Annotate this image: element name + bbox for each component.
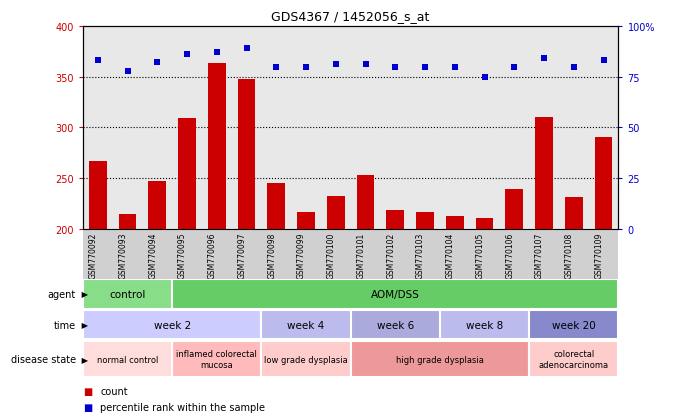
Text: control: control: [109, 289, 146, 299]
Bar: [83, 310, 261, 339]
Text: GSM770101: GSM770101: [357, 232, 366, 278]
Text: ▶: ▶: [79, 320, 88, 329]
Text: GSM770099: GSM770099: [297, 232, 306, 278]
Bar: [416, 212, 434, 413]
Bar: [267, 184, 285, 413]
Bar: [297, 212, 315, 413]
Point: [538, 56, 549, 62]
Text: time: time: [54, 320, 76, 330]
Text: ■: ■: [83, 386, 92, 396]
Text: week 20: week 20: [552, 320, 596, 330]
Text: GSM770093: GSM770093: [119, 232, 128, 278]
Point: [122, 68, 133, 75]
Text: GSM770107: GSM770107: [535, 232, 544, 278]
Text: colorectal
adenocarcinoma: colorectal adenocarcinoma: [539, 349, 609, 369]
Bar: [475, 218, 493, 413]
Text: week 2: week 2: [153, 320, 191, 330]
Bar: [595, 137, 612, 413]
Point: [568, 64, 579, 71]
Point: [330, 62, 341, 69]
Bar: [350, 310, 440, 339]
Point: [152, 60, 163, 66]
Text: GDS4367 / 1452056_s_at: GDS4367 / 1452056_s_at: [272, 10, 430, 23]
Text: disease state: disease state: [11, 354, 76, 364]
Point: [182, 52, 193, 59]
Text: ▶: ▶: [79, 290, 88, 299]
Point: [241, 46, 252, 52]
Point: [271, 64, 282, 71]
Text: GSM770105: GSM770105: [475, 232, 484, 278]
Bar: [178, 119, 196, 413]
Bar: [149, 182, 167, 413]
Text: GSM770098: GSM770098: [267, 232, 276, 278]
Text: GSM770094: GSM770094: [149, 232, 158, 278]
Text: agent: agent: [48, 289, 76, 299]
Point: [449, 64, 460, 71]
Bar: [172, 280, 618, 309]
Text: week 8: week 8: [466, 320, 503, 330]
Point: [301, 64, 312, 71]
Text: GSM770097: GSM770097: [238, 232, 247, 278]
Text: GSM770108: GSM770108: [565, 232, 574, 278]
Text: low grade dysplasia: low grade dysplasia: [264, 355, 348, 364]
Point: [509, 64, 520, 71]
Bar: [565, 198, 583, 413]
Text: count: count: [100, 386, 128, 396]
Bar: [89, 161, 106, 413]
Point: [390, 64, 401, 71]
Text: high grade dysplasia: high grade dysplasia: [396, 355, 484, 364]
Bar: [83, 341, 172, 377]
Text: week 4: week 4: [287, 320, 325, 330]
Bar: [357, 176, 375, 413]
Point: [479, 74, 490, 81]
Text: GSM770096: GSM770096: [208, 232, 217, 278]
Bar: [440, 310, 529, 339]
Bar: [238, 79, 256, 413]
Point: [419, 64, 430, 71]
Bar: [446, 216, 464, 413]
Point: [211, 50, 223, 57]
Text: GSM770092: GSM770092: [89, 232, 98, 278]
Bar: [327, 197, 345, 413]
Text: inflamed colorectal
mucosa: inflamed colorectal mucosa: [176, 349, 257, 369]
Point: [360, 62, 371, 69]
Text: week 6: week 6: [377, 320, 414, 330]
Point: [598, 58, 609, 64]
Text: GSM770103: GSM770103: [416, 232, 425, 278]
Text: GSM770104: GSM770104: [446, 232, 455, 278]
Text: ■: ■: [83, 402, 92, 412]
Bar: [172, 341, 261, 377]
Bar: [505, 190, 523, 413]
Bar: [83, 280, 172, 309]
Bar: [529, 341, 618, 377]
Text: AOM/DSS: AOM/DSS: [371, 289, 419, 299]
Text: GSM770095: GSM770095: [178, 232, 187, 278]
Bar: [261, 310, 351, 339]
Text: normal control: normal control: [97, 355, 158, 364]
Bar: [119, 214, 136, 413]
Point: [93, 58, 104, 64]
Bar: [208, 64, 226, 413]
Bar: [386, 210, 404, 413]
Text: GSM770109: GSM770109: [594, 232, 603, 278]
Bar: [535, 118, 553, 413]
Bar: [529, 310, 618, 339]
Bar: [261, 341, 351, 377]
Text: ▶: ▶: [79, 355, 88, 364]
Text: percentile rank within the sample: percentile rank within the sample: [100, 402, 265, 412]
Text: GSM770106: GSM770106: [505, 232, 514, 278]
Bar: [350, 341, 529, 377]
Text: GSM770100: GSM770100: [327, 232, 336, 278]
Text: GSM770102: GSM770102: [386, 232, 395, 278]
